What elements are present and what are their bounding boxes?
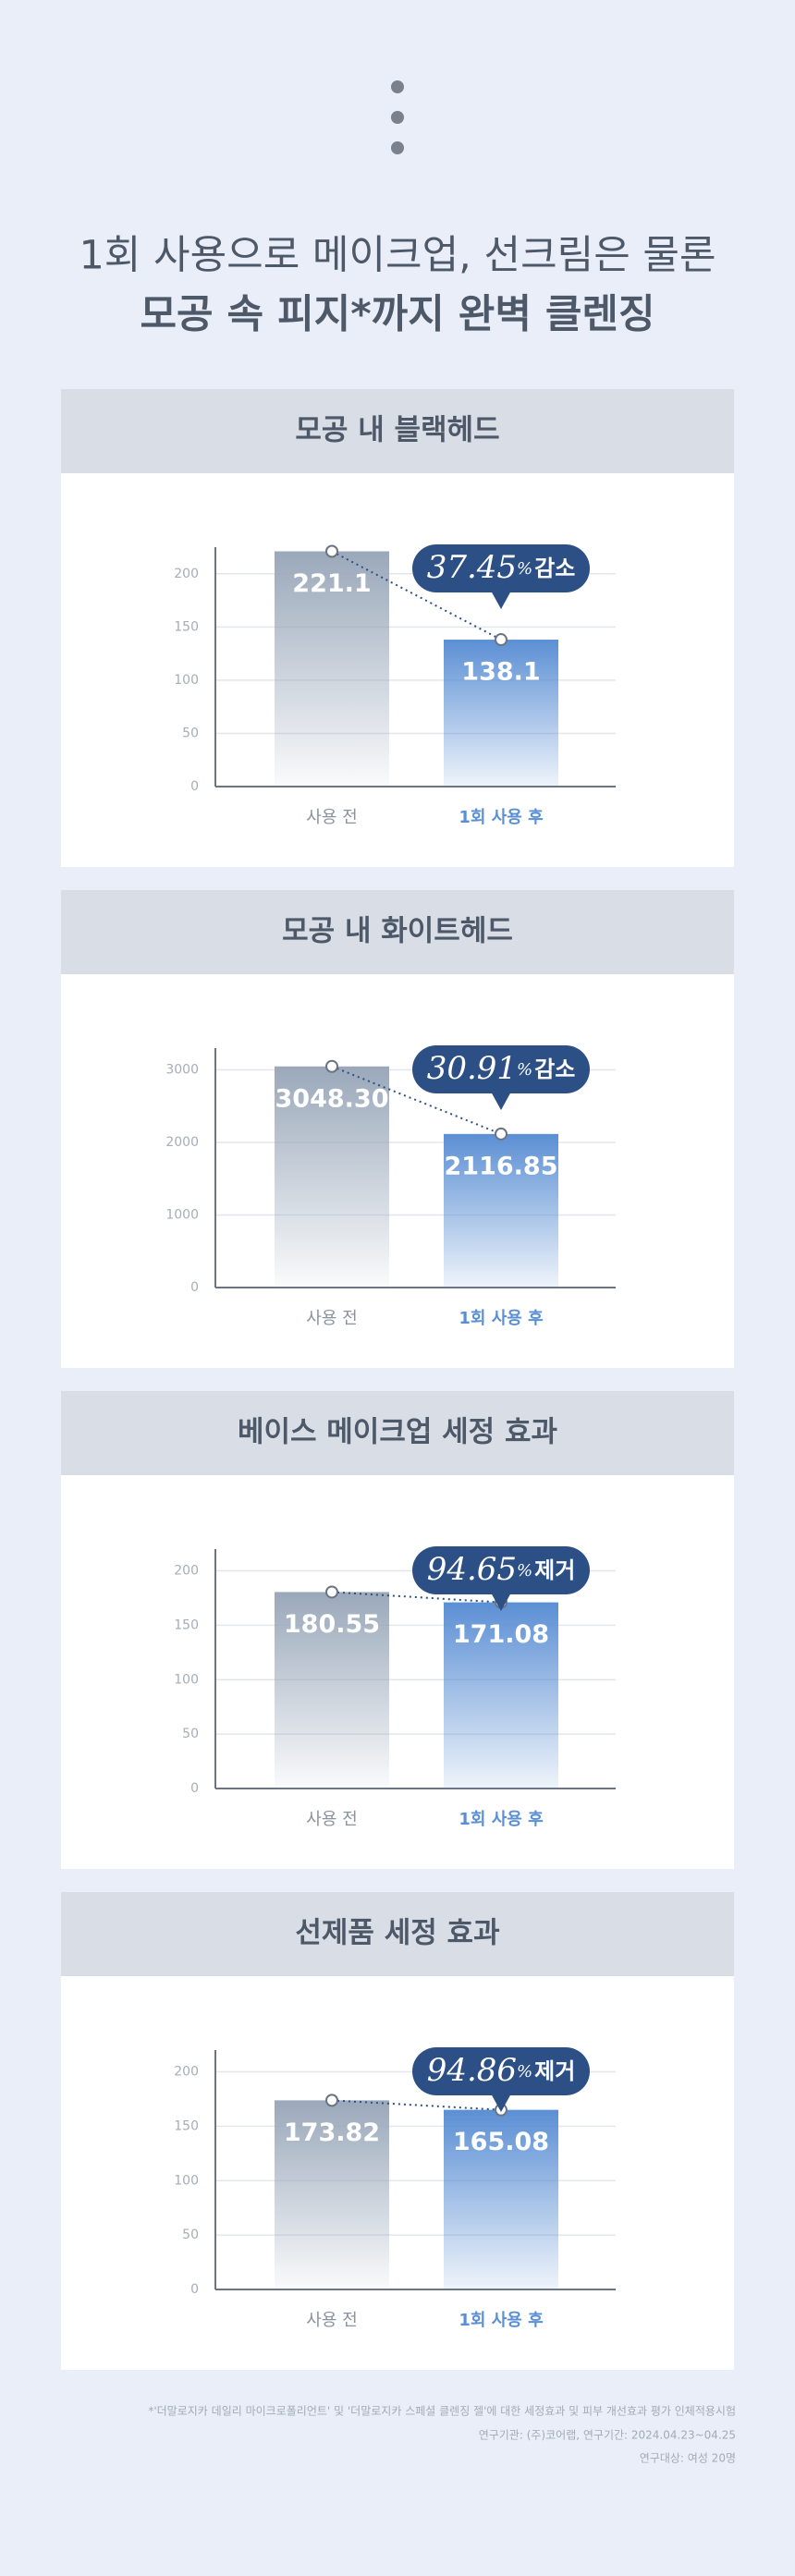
- value-label: 138.1: [461, 658, 540, 687]
- y-tick-label: 100: [174, 673, 199, 688]
- footnote: *'더말로지카 데일리 마이크로폴리언트' 및 '더말로지카 스페셜 클렌징 젤…: [148, 2405, 736, 2418]
- badge-text: 30.91%감소: [427, 1050, 576, 1087]
- y-tick-label: 100: [174, 2173, 199, 2188]
- x-tick-label: 사용 전: [306, 1309, 357, 1328]
- badge-label: 제거: [534, 2058, 575, 2084]
- y-tick-label: 200: [174, 567, 199, 581]
- badge-text: 94.65%제거: [427, 1551, 576, 1588]
- x-tick-label: 사용 전: [306, 1810, 357, 1829]
- y-tick-label: 150: [174, 619, 199, 634]
- headline: 1회 사용으로 메이크업, 선크림은 물론: [79, 233, 716, 279]
- card-header: [61, 890, 734, 974]
- badge-pointer: [491, 1092, 511, 1110]
- card-title: 모공 내 블랙헤드: [295, 414, 499, 447]
- card-body: [61, 473, 734, 867]
- value-point: [495, 633, 508, 647]
- value-label: 171.08: [453, 1620, 549, 1649]
- value-label: 173.82: [284, 2118, 380, 2147]
- value-point: [325, 2094, 338, 2107]
- x-tick-label: 1회 사용 후: [459, 808, 543, 827]
- badge-unit: %: [517, 2062, 532, 2082]
- x-tick-label: 1회 사용 후: [459, 1810, 543, 1829]
- badge: [412, 1546, 590, 1594]
- connector: [331, 550, 502, 641]
- badge-number: 30.91: [427, 1050, 517, 1087]
- bar: [444, 1602, 558, 1789]
- x-tick-label: 사용 전: [306, 808, 357, 827]
- y-tick-label: 2000: [165, 1135, 199, 1150]
- x-tick-label: 사용 전: [306, 2311, 357, 2330]
- card-header: [61, 1892, 734, 1976]
- headline: 모공 속 피지*까지 완벽 클렌징: [140, 292, 654, 338]
- badge-label: 감소: [534, 555, 575, 581]
- badge-pointer: [491, 591, 511, 609]
- value-label: 221.1: [292, 569, 371, 598]
- value-label: 180.55: [284, 1610, 380, 1639]
- badge-pointer: [491, 2094, 511, 2112]
- value-label: 165.08: [453, 2128, 549, 2156]
- card-header: [61, 1391, 734, 1475]
- y-tick-label: 150: [174, 1618, 199, 1632]
- x-tick-label: 1회 사용 후: [459, 1309, 543, 1328]
- value-point: [325, 1059, 338, 1073]
- badge-label: 제거: [534, 1557, 575, 1583]
- value-label: 2116.85: [445, 1152, 558, 1180]
- value-point: [325, 1585, 338, 1599]
- bar: [275, 1592, 389, 1789]
- value-label: 3048.30: [275, 1084, 389, 1113]
- bar: [444, 640, 558, 787]
- badge-unit: %: [517, 1561, 532, 1581]
- bar: [444, 2109, 558, 2289]
- badge: [412, 1045, 590, 1093]
- y-tick-label: 0: [190, 1280, 199, 1295]
- connector: [331, 2099, 502, 2111]
- badge-text: 94.86%제거: [427, 2052, 576, 2089]
- card-header: [61, 389, 734, 473]
- y-tick-label: 50: [182, 1727, 199, 1741]
- bar: [275, 2100, 389, 2289]
- footnote: 연구대상: 여성 20명: [640, 2452, 736, 2465]
- badge-text: 37.45%감소: [427, 549, 576, 586]
- bar: [275, 1066, 389, 1288]
- card-title: 베이스 메이크업 세정 효과: [238, 1416, 558, 1449]
- value-point: [495, 1127, 508, 1141]
- badge: [412, 544, 590, 592]
- badge-number: 37.45: [427, 549, 517, 586]
- card-title: 선제품 세정 효과: [295, 1917, 500, 1950]
- y-tick-label: 200: [174, 1564, 199, 1579]
- badge-number: 94.65: [427, 1551, 517, 1588]
- footnote: 연구기관: (주)코어랩, 연구기간: 2024.04.23~04.25: [479, 2429, 736, 2442]
- bar: [275, 551, 389, 787]
- badge-number: 94.86: [427, 2052, 517, 2089]
- badge-label: 감소: [534, 1056, 575, 1082]
- y-tick-label: 50: [182, 2228, 199, 2242]
- y-tick-label: 1000: [165, 1208, 199, 1223]
- y-tick-label: 0: [190, 1781, 199, 1796]
- y-tick-label: 50: [182, 726, 199, 740]
- card-body: [61, 1976, 734, 2370]
- x-tick-label: 1회 사용 후: [459, 2311, 543, 2330]
- card-body: [61, 974, 734, 1368]
- y-tick-label: 100: [174, 1672, 199, 1687]
- badge-pointer: [491, 1593, 511, 1611]
- y-tick-label: 0: [190, 779, 199, 794]
- y-tick-label: 3000: [165, 1063, 199, 1078]
- badge: [412, 2047, 590, 2095]
- dot: [391, 111, 404, 124]
- y-tick-label: 200: [174, 2065, 199, 2080]
- badge-unit: %: [517, 559, 532, 579]
- y-tick-label: 150: [174, 2118, 199, 2133]
- dot: [391, 141, 404, 154]
- card-title: 모공 내 화이트헤드: [282, 915, 513, 948]
- card-body: [61, 1475, 734, 1869]
- y-tick-label: 0: [190, 2282, 199, 2297]
- connector: [331, 1591, 502, 1604]
- value-point: [325, 544, 338, 558]
- bar: [444, 1133, 558, 1288]
- dot: [391, 80, 404, 93]
- badge-unit: %: [517, 1060, 532, 1080]
